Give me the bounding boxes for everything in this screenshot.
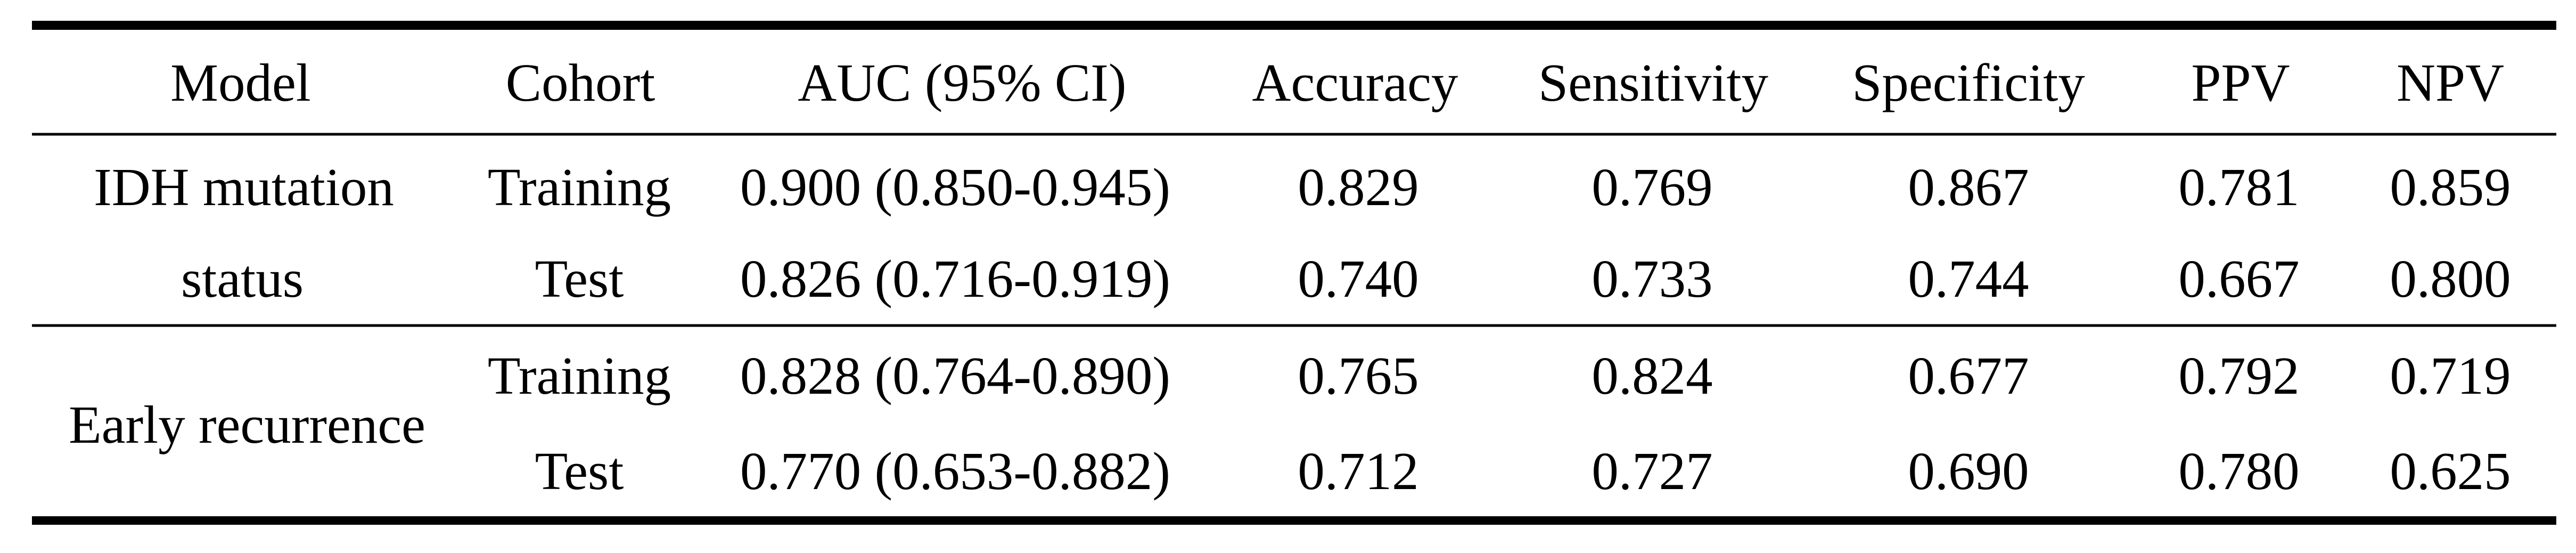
svg-text:0.828 (0.764-0.890): 0.828 (0.764-0.890) xyxy=(740,346,1170,405)
svg-text:Accuracy: Accuracy xyxy=(1252,53,1458,112)
svg-text:0.677: 0.677 xyxy=(1908,346,2029,405)
svg-text:0.826 (0.716-0.919): 0.826 (0.716-0.919) xyxy=(740,249,1170,308)
svg-text:Model: Model xyxy=(170,53,311,112)
svg-text:Sensitivity: Sensitivity xyxy=(1538,53,1769,112)
svg-text:IDH mutation: IDH mutation xyxy=(94,157,394,217)
svg-text:0.727: 0.727 xyxy=(1591,441,1712,501)
svg-text:status: status xyxy=(181,249,303,308)
svg-text:0.769: 0.769 xyxy=(1591,157,1712,217)
svg-text:Training: Training xyxy=(488,157,671,217)
svg-text:Test: Test xyxy=(535,441,624,501)
svg-text:0.765: 0.765 xyxy=(1298,346,1418,405)
svg-text:0.625: 0.625 xyxy=(2390,441,2511,501)
svg-text:NPV: NPV xyxy=(2397,53,2504,112)
svg-text:Training: Training xyxy=(488,346,671,405)
svg-text:Test: Test xyxy=(535,249,624,308)
svg-text:0.800: 0.800 xyxy=(2390,249,2511,308)
svg-text:0.770 (0.653-0.882): 0.770 (0.653-0.882) xyxy=(740,441,1170,501)
svg-text:0.829: 0.829 xyxy=(1298,157,1418,217)
svg-text:Early recurrence: Early recurrence xyxy=(69,395,425,454)
svg-text:0.900 (0.850-0.945): 0.900 (0.850-0.945) xyxy=(740,157,1170,217)
svg-text:Specificity: Specificity xyxy=(1852,53,2085,112)
svg-text:Cohort: Cohort xyxy=(506,53,655,112)
svg-text:0.867: 0.867 xyxy=(1908,157,2029,217)
svg-text:0.824: 0.824 xyxy=(1591,346,1712,405)
svg-text:0.781: 0.781 xyxy=(2178,157,2299,217)
svg-text:0.740: 0.740 xyxy=(1298,249,1418,308)
svg-text:0.712: 0.712 xyxy=(1298,441,1418,501)
svg-text:0.733: 0.733 xyxy=(1591,249,1712,308)
svg-text:0.690: 0.690 xyxy=(1908,441,2029,501)
svg-text:0.792: 0.792 xyxy=(2178,346,2299,405)
svg-text:PPV: PPV xyxy=(2191,53,2290,112)
svg-text:0.859: 0.859 xyxy=(2390,157,2511,217)
svg-text:0.744: 0.744 xyxy=(1908,249,2029,308)
svg-text:0.667: 0.667 xyxy=(2178,249,2299,308)
svg-text:0.780: 0.780 xyxy=(2178,441,2299,501)
svg-text:AUC (95% CI): AUC (95% CI) xyxy=(798,53,1126,112)
svg-text:0.719: 0.719 xyxy=(2390,346,2511,405)
